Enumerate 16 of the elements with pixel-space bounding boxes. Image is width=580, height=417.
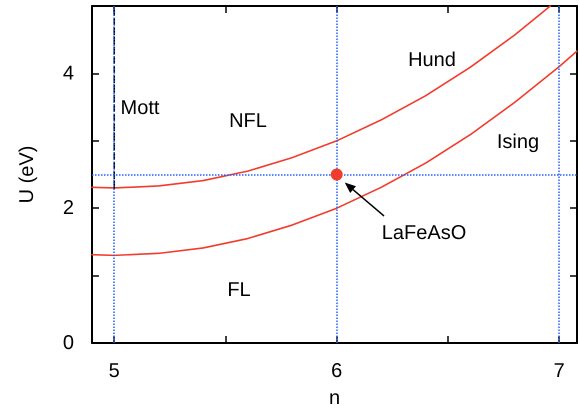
x-tick-label: 5 bbox=[108, 360, 120, 382]
annotation: NFL bbox=[229, 110, 267, 132]
annotation: Hund bbox=[408, 49, 456, 71]
y-tick-label: 0 bbox=[62, 332, 74, 354]
line-series bbox=[91, 50, 578, 256]
y-tick-label: 2 bbox=[62, 197, 74, 220]
x-tick-label: 7 bbox=[554, 360, 565, 382]
y-tick-label: 4 bbox=[62, 62, 74, 84]
annotation: FL bbox=[227, 279, 251, 301]
y-axis-title: U (eV) bbox=[16, 146, 38, 204]
x-tick-label: 6 bbox=[331, 360, 342, 382]
annotation: Ising bbox=[496, 131, 540, 153]
x-axis-title: n bbox=[328, 387, 340, 409]
annotation: LaFeAsO bbox=[382, 222, 466, 244]
annotation: Mott bbox=[120, 97, 160, 119]
line-series bbox=[91, 5, 552, 189]
